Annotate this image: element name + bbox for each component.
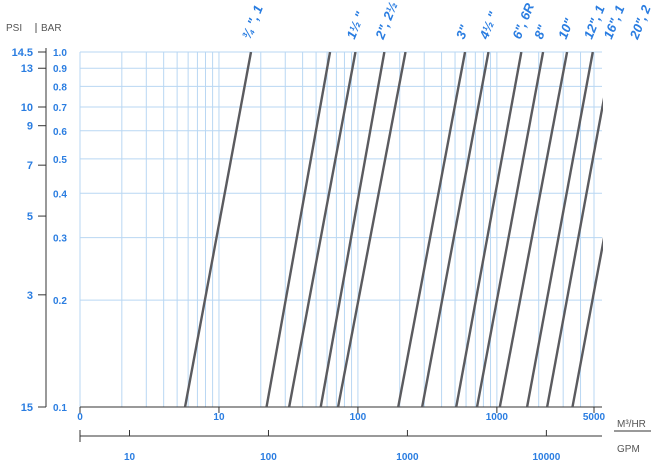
psi-tick-label: 5 [27,211,33,223]
series-line [545,97,603,407]
psi-tick-label: 10 [21,102,33,114]
bar-tick-label: 0.7 [53,103,67,114]
series-line [571,237,603,407]
series-label: 3" [453,22,472,41]
axes-frame [38,48,651,442]
series-line [498,52,569,407]
m3hr-tick-label: 10 [213,412,225,423]
series-label: 4½ " [476,9,501,42]
gpm-tick-label: 1000 [396,452,419,461]
m3hr-tick-label: 0 [77,412,83,423]
series-lines [183,52,603,407]
psi-unit-label: PSI [6,23,22,34]
gpm-unit-label: GPM [617,444,640,455]
series-line [397,52,467,407]
bar-unit-label: BAR [41,23,62,34]
psi-tick-label: 9 [27,121,33,133]
psi-tick-label: 15 [21,402,33,414]
gpm-tick-label: 10000 [532,452,560,461]
series-line [455,52,523,407]
m3hr-tick-label: 1000 [486,412,509,423]
bar-tick-label: 0.4 [53,189,67,200]
series-line [287,52,357,407]
psi-tick-label: 3 [27,290,33,302]
gpm-tick-label: 100 [260,452,277,461]
series-label: 10" [555,16,577,42]
psi-tick-label: 7 [27,160,33,172]
series-line [319,52,386,407]
gpm-tick-label: 10 [124,452,136,461]
bar-tick-label: 1.0 [53,48,67,59]
bar-tick-label: 0.3 [53,234,67,245]
series-labels: ¾ ", 1 1½ " 2", 2½ 3" 4½ " 6", 6R8" 10" 12", 11… [239,0,651,42]
series-label: 1½ " [343,9,368,41]
series-label: 20", 2 [626,2,651,42]
grid-lines [79,51,602,408]
psi-tick-label: 13 [21,63,33,75]
bar-tick-label: 0.9 [53,64,67,75]
psi-tick-label: 14.5 [12,47,33,59]
m3hr-unit-label: M³/HR [617,419,646,430]
series-line [183,52,253,407]
bar-tick-label: 0.6 [53,127,67,138]
series-line [475,52,545,407]
series-label: 2", 2½ [372,0,401,42]
bar-tick-label: 0.5 [53,155,67,166]
m3hr-tick-label: 5000 [583,412,606,423]
bar-tick-label: 0.2 [53,296,67,307]
series-line [265,52,332,407]
bar-tick-label: 0.8 [53,82,67,93]
series-label: ¾ ", 1 [239,3,266,41]
m3hr-tick-label: 100 [350,412,367,423]
axis-labels: 14.5 13 10 9 7 5 3 15 1.0 0.9 0.8 0.7 0.6 0.5 0.4 0.3 0.… [6,23,646,461]
series-line [336,52,407,407]
series-line [525,52,594,407]
bar-tick-label: 0.1 [53,403,67,414]
series-line [420,52,490,407]
series-label: 8" [531,22,550,41]
